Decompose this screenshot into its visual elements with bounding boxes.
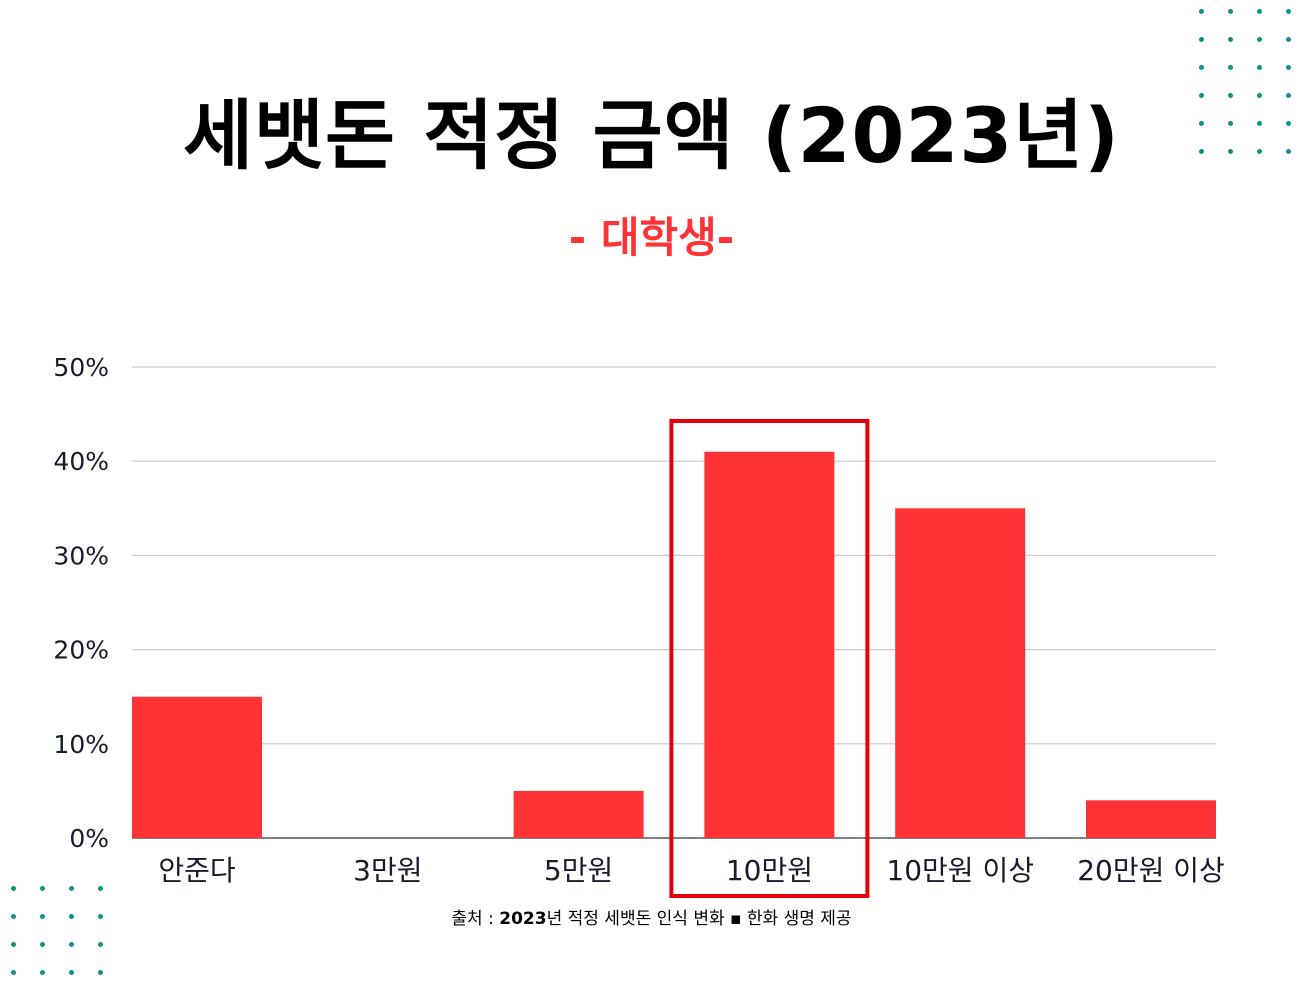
- decorative-dot: [69, 970, 74, 975]
- bar: [895, 508, 1026, 838]
- decorative-dot: [1257, 93, 1262, 98]
- bar: [513, 790, 644, 838]
- source-text: 년 적정 세뱃돈 인식 변화 ▪ 한화 생명 제공: [546, 909, 852, 929]
- decorative-dot: [1286, 93, 1291, 98]
- y-tick-label: 30%: [53, 541, 109, 570]
- decorative-dot: [1286, 9, 1291, 14]
- x-tick-label: 10만원 이상: [886, 854, 1034, 887]
- decorative-dot: [1257, 37, 1262, 42]
- decorative-dots-bottom-left: [11, 886, 103, 975]
- bar: [132, 696, 262, 838]
- decorative-dot: [1228, 93, 1233, 98]
- x-tick-label: 20만원 이상: [1077, 854, 1225, 887]
- y-tick-label: 0%: [69, 824, 109, 853]
- decorative-dot: [40, 942, 45, 947]
- decorative-dot: [1257, 121, 1262, 126]
- source-year: 2023: [499, 909, 547, 929]
- y-tick-label: 40%: [53, 447, 109, 476]
- decorative-dot: [40, 970, 45, 975]
- decorative-dots-top-right: [1199, 9, 1291, 154]
- grid-lines: [132, 366, 1216, 839]
- decorative-dot: [1286, 37, 1291, 42]
- x-tick-label: 10만원: [726, 854, 813, 887]
- bar: [704, 451, 835, 838]
- x-axis-ticks: 안준다 3만원 5만원 10만원 10만원 이상 20만원 이상: [158, 854, 1224, 887]
- y-tick-label: 20%: [53, 636, 109, 665]
- decorative-dot: [11, 914, 16, 919]
- bar: [1086, 800, 1216, 838]
- page-title: 세뱃돈 적정 금액 (2023년): [183, 91, 1120, 180]
- decorative-dot: [1199, 93, 1204, 98]
- decorative-dot: [1199, 37, 1204, 42]
- y-axis-ticks: 0% 10% 20% 30% 40% 50%: [53, 353, 109, 853]
- bars: [132, 451, 1216, 838]
- page-subtitle: - 대학생-: [568, 213, 735, 262]
- decorative-dot: [69, 942, 74, 947]
- highlight-layer: [669, 419, 870, 898]
- decorative-dot: [98, 942, 103, 947]
- x-tick-label: 5만원: [544, 854, 613, 887]
- decorative-dot: [11, 942, 16, 947]
- x-tick-label: 안준다: [158, 854, 235, 887]
- decorative-dot: [1257, 9, 1262, 14]
- highlight-box: [669, 419, 870, 898]
- decorative-dot: [1286, 121, 1291, 126]
- decorative-dot: [98, 970, 103, 975]
- decorative-dot: [1228, 37, 1233, 42]
- source-caption: 출처 : 2023년 적정 세뱃돈 인식 변화 ▪ 한화 생명 제공: [0, 906, 1303, 932]
- decorative-dot: [11, 970, 16, 975]
- decorative-dot: [1199, 149, 1204, 154]
- decorative-dot: [98, 886, 103, 891]
- decorative-dot: [40, 914, 45, 919]
- decorative-dot: [11, 886, 16, 891]
- decorative-dot: [1286, 65, 1291, 70]
- source-prefix: 출처 :: [451, 909, 500, 929]
- decorative-dot: [40, 886, 45, 891]
- y-tick-label: 50%: [53, 353, 109, 382]
- decorative-dot: [69, 914, 74, 919]
- x-tick-label: 3만원: [353, 854, 422, 887]
- decorative-dot: [1257, 65, 1262, 70]
- decorative-dot: [1199, 121, 1204, 126]
- decorative-dot: [69, 886, 74, 891]
- decorative-dot: [98, 914, 103, 919]
- y-tick-label: 10%: [53, 730, 109, 759]
- decorative-dot: [1199, 9, 1204, 14]
- decorative-dot: [1199, 65, 1204, 70]
- decorative-dot: [1257, 149, 1262, 154]
- decorative-dot: [1228, 65, 1233, 70]
- decorative-dot: [1228, 9, 1233, 14]
- decorative-dot: [1228, 149, 1233, 154]
- decorative-dot: [1228, 121, 1233, 126]
- decorative-dot: [1286, 149, 1291, 154]
